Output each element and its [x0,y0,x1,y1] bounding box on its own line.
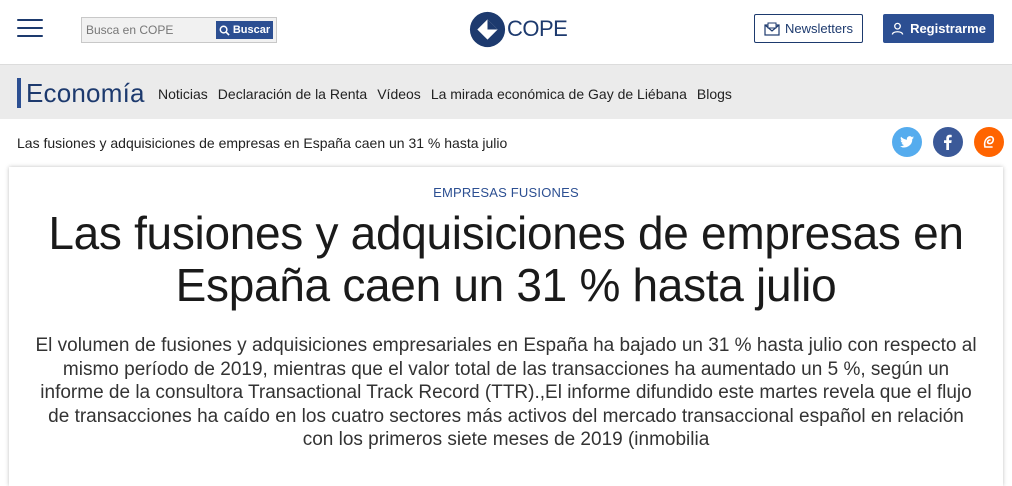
cope-logo-icon [469,11,506,47]
section-link-mirada-economica[interactable]: La mirada económica de Gay de Liébana [430,86,687,102]
section-accent-bar [17,78,21,108]
article-card: EMPRESAS FUSIONES Las fusiones y adquisi… [9,167,1003,486]
twitter-icon [900,136,914,148]
search-button-label: Buscar [232,24,271,36]
meneame-icon [983,135,995,148]
envelope-icon [764,22,780,36]
meneame-share-button[interactable] [974,127,1004,157]
register-button[interactable]: Registrarme [883,14,994,43]
sticky-article-title: Las fusiones y adquisiciones de empresas… [17,135,508,151]
search-box: Buscar [81,17,277,43]
sticky-title-bar: Las fusiones y adquisiciones de empresas… [0,119,1012,167]
section-link-blogs[interactable]: Blogs [696,86,732,102]
search-input[interactable] [86,21,214,39]
section-link-noticias[interactable]: Noticias [158,86,208,102]
section-links: Noticias Declaración de la Renta Vídeos … [158,86,732,102]
register-label: Registrarme [910,21,986,36]
newsletters-label: Newsletters [785,21,853,36]
section-title[interactable]: Economía [26,78,145,108]
top-header: Buscar COPE Newsletters Registrarme [0,0,1012,64]
user-icon [891,22,904,35]
section-link-declaracion-renta[interactable]: Declaración de la Renta [217,86,368,102]
search-icon [219,25,230,36]
twitter-share-button[interactable] [892,127,922,157]
menu-icon[interactable] [17,19,43,39]
facebook-share-button[interactable] [933,127,963,157]
section-nav: Economía Noticias Declaración de la Rent… [0,64,1012,119]
logo-text: COPE [507,16,568,41]
article-kicker[interactable]: EMPRESAS FUSIONES [433,185,579,200]
facebook-icon [944,134,952,150]
cope-logo[interactable]: COPE [469,10,568,48]
article-headline: Las fusiones y adquisiciones de empresas… [48,207,964,311]
search-button[interactable]: Buscar [216,21,273,39]
newsletters-button[interactable]: Newsletters [754,14,863,43]
section-link-videos[interactable]: Vídeos [377,86,421,102]
article-lede: El volumen de fusiones y adquisiciones e… [35,335,977,450]
